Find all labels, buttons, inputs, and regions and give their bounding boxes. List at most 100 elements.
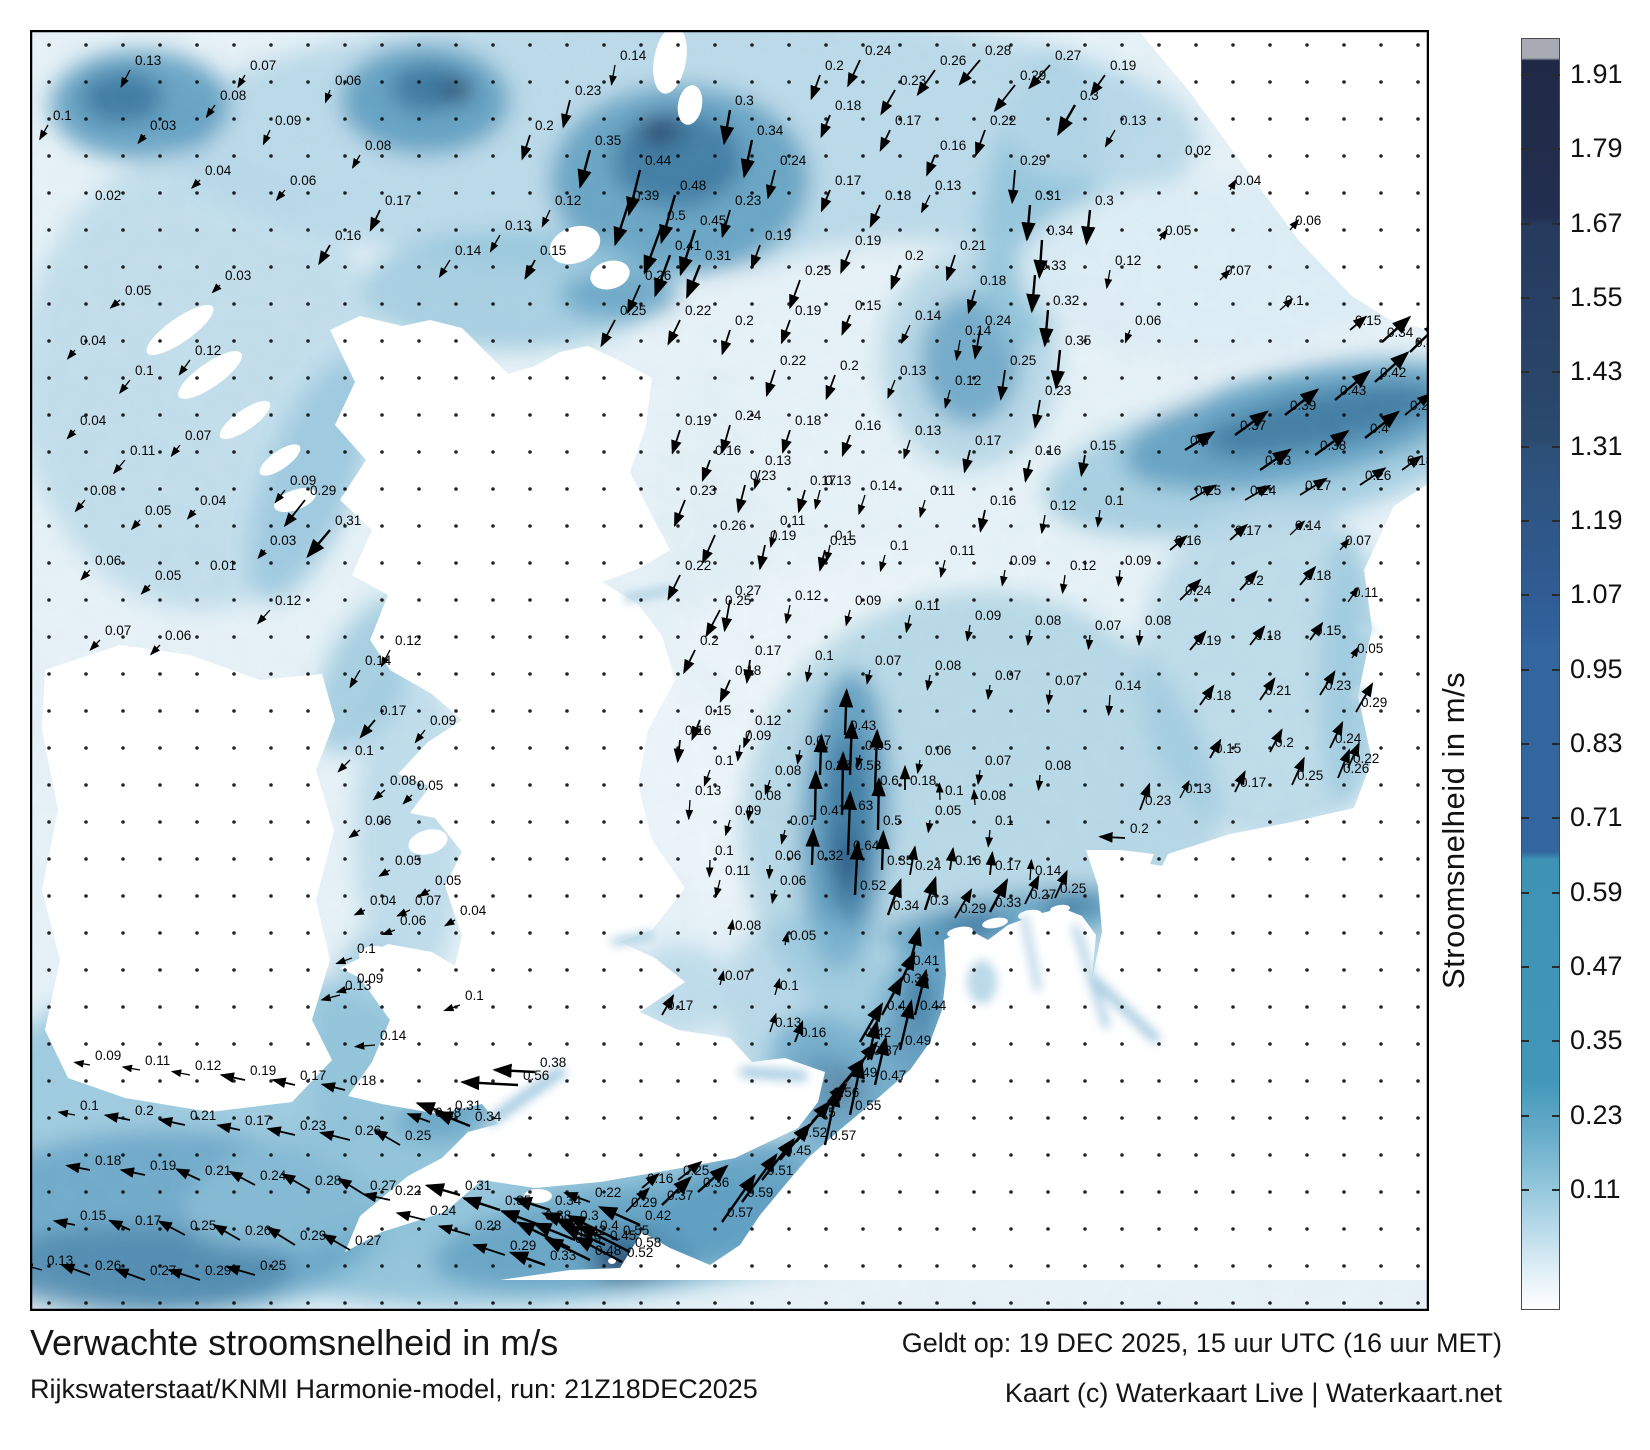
- current-arrow: [1081, 209, 1096, 246]
- current-arrow: [52, 1218, 76, 1229]
- current-value-label: 0.35: [887, 853, 913, 868]
- current-arrow: [306, 529, 331, 559]
- current-arrow: [1000, 569, 1008, 587]
- current-value-label: 0.25: [683, 1163, 709, 1178]
- current-arrow: [769, 529, 777, 549]
- current-arrow: [813, 733, 828, 776]
- current-arrow: [697, 1164, 729, 1193]
- colorbar-tick-label: 1.07: [1570, 579, 1623, 610]
- current-value-label: 0.16: [335, 228, 361, 243]
- current-value-label: 0.2: [905, 248, 924, 263]
- current-value-label: 0.3: [930, 893, 949, 908]
- current-arrow: [793, 1020, 804, 1043]
- current-arrow: [1035, 774, 1044, 791]
- current-value-label: 0.15: [80, 1208, 106, 1223]
- current-value-label: 0.15: [1215, 741, 1241, 756]
- current-value-label: 0.2: [535, 118, 554, 133]
- current-arrow: [1028, 64, 1051, 90]
- current-arrow: [524, 259, 536, 280]
- current-value-label: 0.25: [1010, 353, 1036, 368]
- colorbar-tick-mark: [1552, 817, 1560, 820]
- current-value-label: 0.17: [667, 998, 693, 1013]
- current-value-label: 0.26: [940, 53, 966, 68]
- current-value-label: 0.37: [1240, 418, 1266, 433]
- current-value-label: 0.08: [1035, 613, 1061, 628]
- current-arrow: [795, 749, 804, 765]
- current-arrow: [721, 329, 732, 356]
- current-value-label: 0.05: [790, 928, 816, 943]
- current-arrow: [926, 154, 937, 177]
- current-arrow: [369, 209, 381, 232]
- colorbar-tick-label: 0.95: [1570, 653, 1623, 684]
- current-arrow: [348, 829, 361, 839]
- current-arrow: [39, 124, 49, 141]
- current-value-label: 0.16: [940, 138, 966, 153]
- current-value-label: 0.38: [545, 1208, 571, 1223]
- current-value-label: 0.41: [1415, 335, 1429, 350]
- current-value-label: 0.2: [1245, 573, 1264, 588]
- current-arrow: [907, 845, 919, 876]
- current-value-label: 0.08: [90, 483, 116, 498]
- current-arrow: [685, 799, 694, 821]
- current-value-label: 0.17: [810, 473, 836, 488]
- current-value-label: 0.31: [465, 1178, 491, 1193]
- current-arrow: [842, 790, 857, 856]
- colorbar-tick-mark: [1552, 1040, 1560, 1043]
- colorbar-tick-mark: [1521, 74, 1529, 76]
- current-arrow: [743, 729, 751, 749]
- current-arrow: [890, 264, 901, 291]
- current-arrow: [925, 819, 934, 834]
- colorbar-tick-label: 1.19: [1570, 504, 1623, 535]
- current-arrow: [626, 284, 641, 315]
- current-arrow: [913, 968, 929, 1016]
- current-value-label: 0.34: [893, 898, 920, 913]
- current-arrow: [378, 868, 391, 877]
- current-arrow: [720, 424, 731, 455]
- current-arrow: [849, 840, 865, 896]
- current-arrow: [460, 1075, 519, 1091]
- current-arrow: [521, 134, 532, 161]
- current-arrow: [414, 729, 426, 744]
- current-value-label: 0.27: [370, 1178, 396, 1193]
- current-arrow: [1158, 228, 1168, 241]
- current-arrow: [60, 1263, 91, 1276]
- current-value-label: 0.06: [290, 173, 316, 188]
- current-value-label: 0.24: [735, 408, 762, 423]
- current-arrow: [918, 499, 927, 518]
- current-arrow: [625, 1187, 650, 1213]
- current-arrow: [780, 829, 788, 845]
- current-arrow: [443, 1003, 461, 1012]
- current-value-label: 0.5: [667, 208, 686, 223]
- current-value-label: 0.25: [405, 1128, 431, 1143]
- current-arrow: [573, 1236, 623, 1264]
- current-arrow: [1085, 634, 1094, 651]
- current-arrow: [847, 59, 861, 88]
- current-value-label: 0.53: [855, 758, 881, 773]
- current-value-label: 0.23: [300, 1118, 326, 1133]
- current-arrow: [901, 324, 911, 345]
- current-arrow: [372, 789, 386, 801]
- current-arrow: [880, 975, 903, 1016]
- current-arrow: [838, 688, 854, 736]
- current-arrow: [1334, 369, 1371, 401]
- current-arrow: [335, 985, 353, 994]
- current-arrow: [337, 1177, 366, 1196]
- current-value-label: 0.12: [755, 713, 781, 728]
- current-arrow: [402, 794, 413, 805]
- current-arrow: [765, 369, 776, 398]
- current-value-label: 0.24: [985, 313, 1012, 328]
- colorbar-tick-mark: [1521, 668, 1529, 671]
- current-value-label: 0.25: [1060, 881, 1086, 896]
- current-arrow: [492, 1063, 536, 1078]
- current-value-label: 0.26: [720, 518, 746, 533]
- current-arrow: [805, 827, 820, 866]
- current-arrow: [1169, 534, 1188, 551]
- current-value-label: 0.31: [455, 1098, 481, 1113]
- current-value-label: 0.52: [860, 878, 886, 893]
- current-arrow: [119, 1167, 146, 1178]
- current-arrow: [962, 449, 973, 474]
- current-arrow: [916, 69, 936, 97]
- current-value-label: 0.37: [825, 758, 851, 773]
- current-arrow: [89, 639, 101, 651]
- current-value-label: 0.49: [905, 1033, 931, 1048]
